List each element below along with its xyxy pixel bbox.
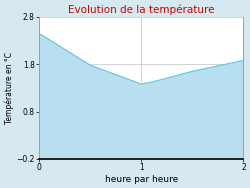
X-axis label: heure par heure: heure par heure [104, 175, 178, 184]
Title: Evolution de la température: Evolution de la température [68, 4, 214, 15]
Y-axis label: Température en °C: Température en °C [4, 52, 14, 124]
